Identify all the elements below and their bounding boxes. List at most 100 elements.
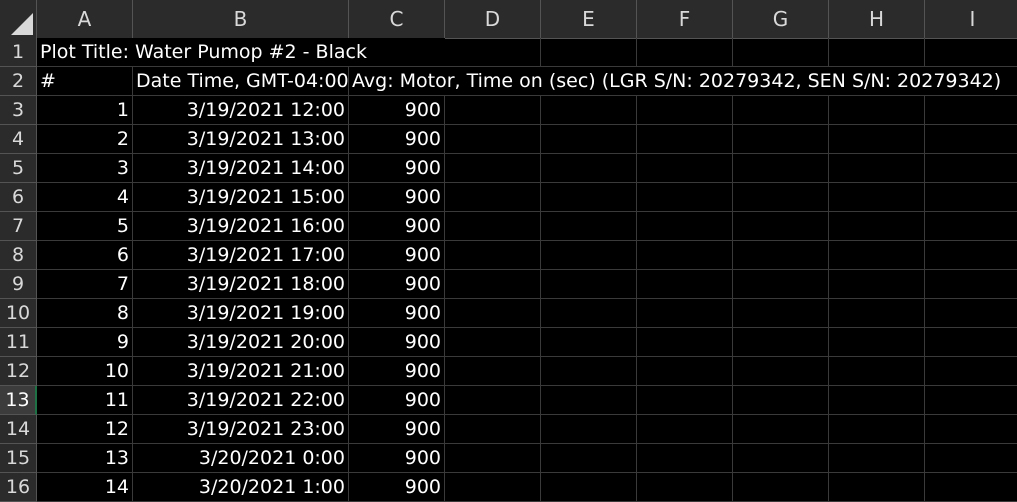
cell-a15[interactable]: 13 xyxy=(37,444,133,473)
cell-a2[interactable]: # xyxy=(37,67,133,96)
cell-g13[interactable] xyxy=(733,386,829,415)
cell-c4[interactable]: 900 xyxy=(349,125,445,154)
cell-e15[interactable] xyxy=(541,444,637,473)
row-header-11[interactable]: 11 xyxy=(0,328,37,357)
cell-h15[interactable] xyxy=(829,444,925,473)
cell-a6[interactable]: 4 xyxy=(37,183,133,212)
cell-f16[interactable] xyxy=(637,473,733,502)
cell-f3[interactable] xyxy=(637,96,733,125)
cell-h7[interactable] xyxy=(829,212,925,241)
column-header-c[interactable]: C xyxy=(349,0,445,38)
cell-d10[interactable] xyxy=(445,299,541,328)
cell-e11[interactable] xyxy=(541,328,637,357)
cell-c9[interactable]: 900 xyxy=(349,270,445,299)
row-header-6[interactable]: 6 xyxy=(0,183,37,212)
row-header-14[interactable]: 14 xyxy=(0,415,37,444)
cell-b4[interactable]: 3/19/2021 13:00 xyxy=(133,125,349,154)
cell-b13[interactable]: 3/19/2021 22:00 xyxy=(133,386,349,415)
cell-d8[interactable] xyxy=(445,241,541,270)
cell-a14[interactable]: 12 xyxy=(37,415,133,444)
cell-g3[interactable] xyxy=(733,96,829,125)
cell-i4[interactable] xyxy=(925,125,1017,154)
row-header-4[interactable]: 4 xyxy=(0,125,37,154)
cell-f8[interactable] xyxy=(637,241,733,270)
column-header-e[interactable]: E xyxy=(541,0,637,38)
cell-a12[interactable]: 10 xyxy=(37,357,133,386)
cell-g11[interactable] xyxy=(733,328,829,357)
cell-e8[interactable] xyxy=(541,241,637,270)
cell-h14[interactable] xyxy=(829,415,925,444)
cell-d15[interactable] xyxy=(445,444,541,473)
cell-b15[interactable]: 3/20/2021 0:00 xyxy=(133,444,349,473)
cell-e14[interactable] xyxy=(541,415,637,444)
cell-g14[interactable] xyxy=(733,415,829,444)
cell-d14[interactable] xyxy=(445,415,541,444)
column-header-i[interactable]: I xyxy=(925,0,1017,38)
cell-e7[interactable] xyxy=(541,212,637,241)
cell-h11[interactable] xyxy=(829,328,925,357)
cell-d7[interactable] xyxy=(445,212,541,241)
cell-b11[interactable]: 3/19/2021 20:00 xyxy=(133,328,349,357)
column-header-f[interactable]: F xyxy=(637,0,733,38)
cell-a11[interactable]: 9 xyxy=(37,328,133,357)
cell-b16[interactable]: 3/20/2021 1:00 xyxy=(133,473,349,502)
cell-a13[interactable]: 11 xyxy=(37,386,133,415)
cell-b5[interactable]: 3/19/2021 14:00 xyxy=(133,154,349,183)
row-header-9[interactable]: 9 xyxy=(0,270,37,299)
cell-c2[interactable]: Avg: Motor, Time on (sec) (LGR S/N: 2027… xyxy=(349,67,1017,96)
cell-d12[interactable] xyxy=(445,357,541,386)
cell-i1[interactable] xyxy=(925,38,1017,67)
cell-g16[interactable] xyxy=(733,473,829,502)
cell-f5[interactable] xyxy=(637,154,733,183)
cell-h10[interactable] xyxy=(829,299,925,328)
cell-g6[interactable] xyxy=(733,183,829,212)
cell-h5[interactable] xyxy=(829,154,925,183)
cell-i9[interactable] xyxy=(925,270,1017,299)
cell-g1[interactable] xyxy=(733,38,829,67)
cell-g7[interactable] xyxy=(733,212,829,241)
cell-a8[interactable]: 6 xyxy=(37,241,133,270)
cell-b7[interactable]: 3/19/2021 16:00 xyxy=(133,212,349,241)
cell-e4[interactable] xyxy=(541,125,637,154)
cell-a9[interactable]: 7 xyxy=(37,270,133,299)
row-header-12[interactable]: 12 xyxy=(0,357,37,386)
cell-g15[interactable] xyxy=(733,444,829,473)
cell-e13[interactable] xyxy=(541,386,637,415)
cell-f11[interactable] xyxy=(637,328,733,357)
row-header-8[interactable]: 8 xyxy=(0,241,37,270)
select-all-button[interactable] xyxy=(0,0,37,38)
row-header-7[interactable]: 7 xyxy=(0,212,37,241)
cell-i7[interactable] xyxy=(925,212,1017,241)
cell-b8[interactable]: 3/19/2021 17:00 xyxy=(133,241,349,270)
cell-h16[interactable] xyxy=(829,473,925,502)
cell-h13[interactable] xyxy=(829,386,925,415)
cell-e6[interactable] xyxy=(541,183,637,212)
cell-b14[interactable]: 3/19/2021 23:00 xyxy=(133,415,349,444)
cell-d6[interactable] xyxy=(445,183,541,212)
cell-f13[interactable] xyxy=(637,386,733,415)
cell-b9[interactable]: 3/19/2021 18:00 xyxy=(133,270,349,299)
row-header-13[interactable]: 13 xyxy=(0,386,37,415)
cell-i12[interactable] xyxy=(925,357,1017,386)
cell-c11[interactable]: 900 xyxy=(349,328,445,357)
cell-c16[interactable]: 900 xyxy=(349,473,445,502)
cell-a3[interactable]: 1 xyxy=(37,96,133,125)
row-header-3[interactable]: 3 xyxy=(0,96,37,125)
cell-d16[interactable] xyxy=(445,473,541,502)
cell-f12[interactable] xyxy=(637,357,733,386)
column-header-g[interactable]: G xyxy=(733,0,829,38)
cell-c14[interactable]: 900 xyxy=(349,415,445,444)
column-header-d[interactable]: D xyxy=(445,0,541,38)
cell-i3[interactable] xyxy=(925,96,1017,125)
cell-f14[interactable] xyxy=(637,415,733,444)
cell-i16[interactable] xyxy=(925,473,1017,502)
cell-a4[interactable]: 2 xyxy=(37,125,133,154)
cell-e12[interactable] xyxy=(541,357,637,386)
cell-a7[interactable]: 5 xyxy=(37,212,133,241)
cell-f15[interactable] xyxy=(637,444,733,473)
cell-c3[interactable]: 900 xyxy=(349,96,445,125)
cell-h8[interactable] xyxy=(829,241,925,270)
cell-b3[interactable]: 3/19/2021 12:00 xyxy=(133,96,349,125)
row-header-5[interactable]: 5 xyxy=(0,154,37,183)
cell-c6[interactable]: 900 xyxy=(349,183,445,212)
